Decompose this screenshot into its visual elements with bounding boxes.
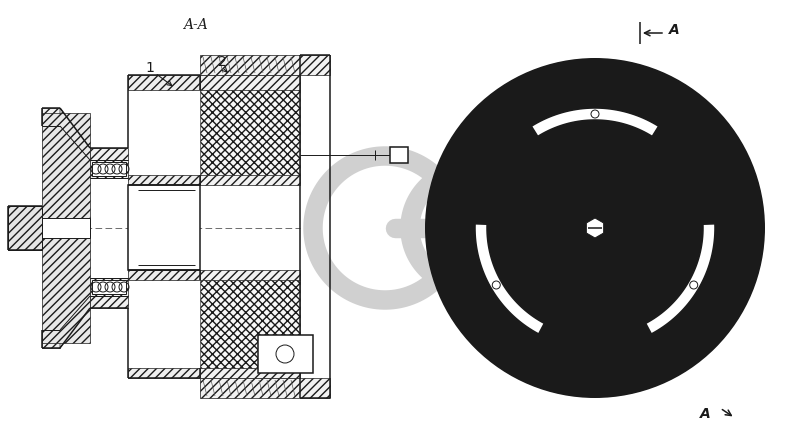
Polygon shape xyxy=(60,108,90,160)
Polygon shape xyxy=(258,335,313,373)
Polygon shape xyxy=(92,162,126,176)
Circle shape xyxy=(425,58,765,398)
Text: A-A: A-A xyxy=(182,18,207,32)
Polygon shape xyxy=(531,108,658,136)
Polygon shape xyxy=(90,148,128,160)
Polygon shape xyxy=(586,218,604,238)
Text: A: A xyxy=(700,407,710,421)
Polygon shape xyxy=(128,270,200,280)
Polygon shape xyxy=(90,160,128,178)
Polygon shape xyxy=(200,270,300,280)
Polygon shape xyxy=(42,113,90,343)
Polygon shape xyxy=(200,75,300,90)
Polygon shape xyxy=(128,175,200,185)
Polygon shape xyxy=(200,280,300,368)
Polygon shape xyxy=(42,330,60,348)
Polygon shape xyxy=(92,280,126,294)
Polygon shape xyxy=(90,296,128,308)
Polygon shape xyxy=(128,75,200,90)
Polygon shape xyxy=(200,90,300,175)
Text: 2: 2 xyxy=(218,55,226,69)
Text: 1: 1 xyxy=(146,61,154,75)
Polygon shape xyxy=(8,206,42,250)
Polygon shape xyxy=(42,218,90,238)
Polygon shape xyxy=(128,185,200,270)
Polygon shape xyxy=(475,224,544,334)
Polygon shape xyxy=(200,368,300,378)
Polygon shape xyxy=(90,278,128,296)
Polygon shape xyxy=(200,378,330,398)
Polygon shape xyxy=(646,224,715,334)
Polygon shape xyxy=(60,296,90,348)
Polygon shape xyxy=(200,175,300,185)
Polygon shape xyxy=(390,147,408,163)
Text: A: A xyxy=(669,23,680,37)
Polygon shape xyxy=(42,108,60,126)
Polygon shape xyxy=(128,368,200,378)
Polygon shape xyxy=(200,55,330,75)
